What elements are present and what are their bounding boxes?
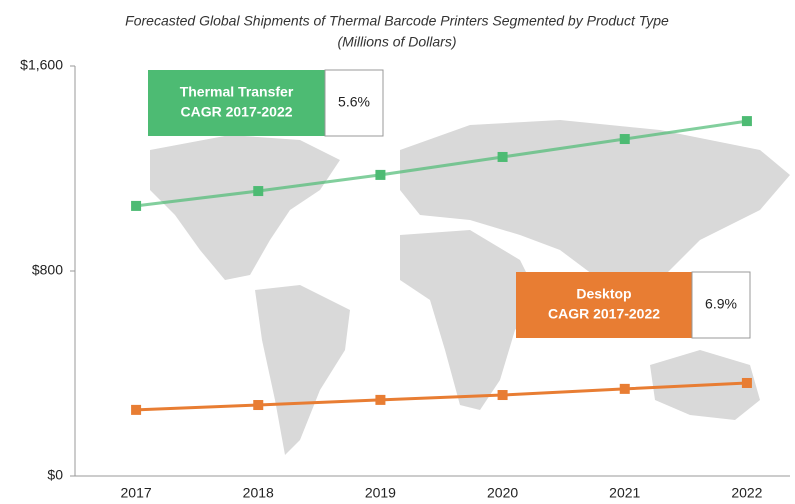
series-line [136,381,747,412]
point [619,383,630,394]
y-tick-label: $1,600 [20,57,63,73]
point [497,390,508,401]
x-tick-label: 2019 [365,485,396,501]
point [375,394,386,405]
point [741,116,752,127]
annotation-value-box [691,271,751,339]
chart-title: Forecasted Global Shipments of Thermal B… [125,13,669,29]
x-tick-label: 2020 [487,485,518,501]
point [375,169,386,180]
point [253,186,264,197]
annotation-box [516,272,692,338]
chart-subtitle: (Millions of Dollars) [337,34,456,50]
x-tick-label: 2017 [121,485,152,501]
annotation-value: 5.6% [338,94,370,110]
annotation-label: CAGR 2017-2022 [548,306,660,322]
annotation-label: CAGR 2017-2022 [180,104,292,120]
x-tick-label: 2021 [609,485,640,501]
annotation-value: 6.9% [705,296,737,312]
annotation-label: Thermal Transfer [180,84,294,100]
x-tick-label: 2018 [243,485,274,501]
point [741,377,752,388]
y-tick-label: $800 [32,262,63,278]
series-line [135,119,748,208]
point [619,134,630,145]
point [497,151,508,162]
y-tick-label: $0 [47,467,63,483]
point [131,200,142,211]
annotation-value-box [324,69,384,137]
annotation-box [148,70,325,136]
annotation-label: Desktop [576,286,631,302]
point [253,400,264,411]
x-tick-label: 2022 [731,485,762,501]
point [131,404,142,415]
